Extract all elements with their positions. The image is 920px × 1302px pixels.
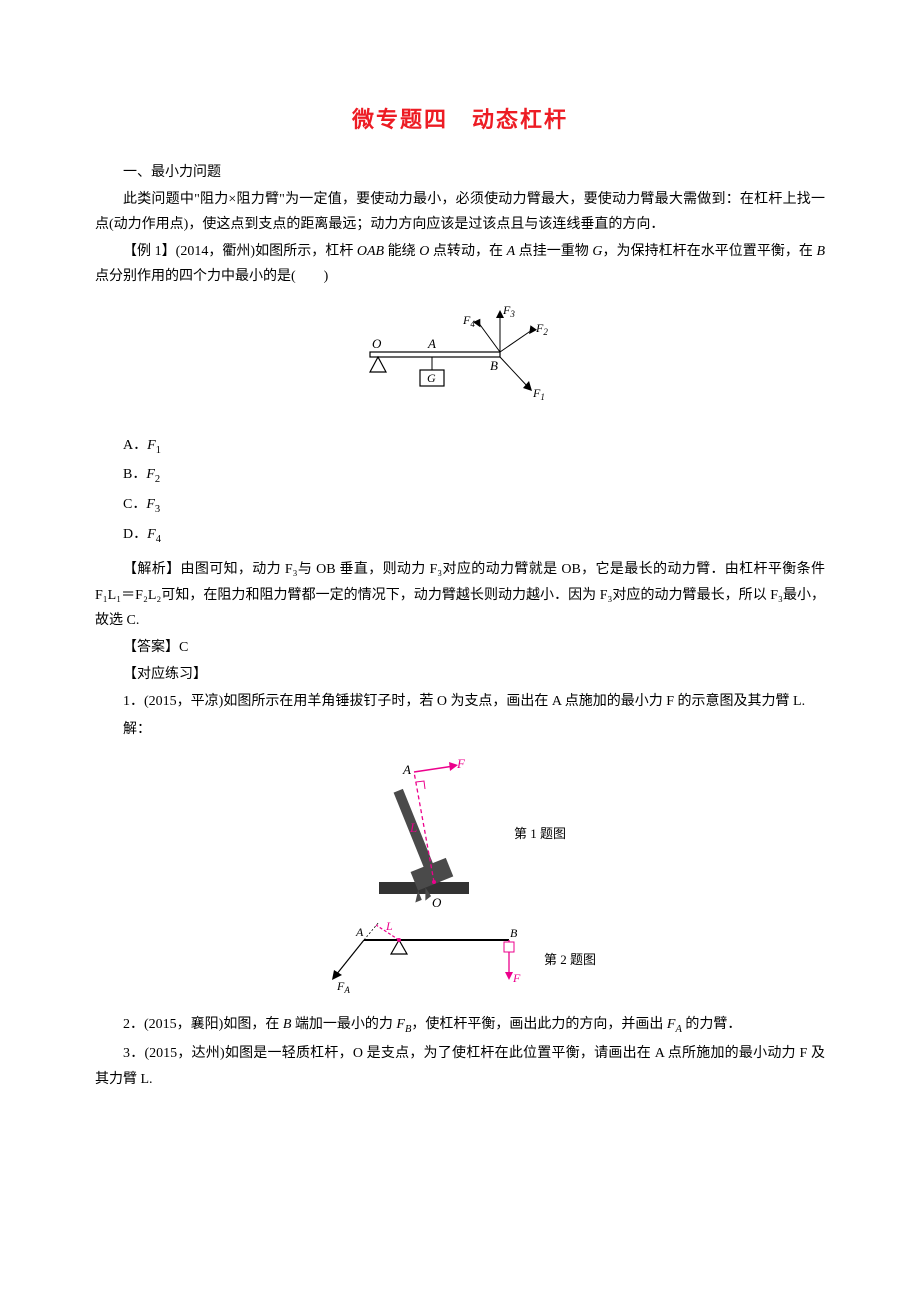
hammer-force-line [414, 766, 454, 772]
hammer-label-F: F [456, 756, 466, 771]
pivot-o-dot [432, 880, 436, 884]
lever-bar [370, 352, 500, 357]
option-c: C．F3 [95, 492, 825, 520]
lever2-label-L: L [385, 920, 393, 933]
lever2-svg: A B FA L F [324, 920, 544, 1000]
practice-q2: 2．(2015，襄阳)如图，在 B 端加一最小的力 FB，使杠杆平衡，画出此力的… [95, 1012, 825, 1040]
right-angle-icon [416, 781, 425, 789]
q2-t2: 端加一最小的力 [291, 1017, 396, 1032]
lever2-f-arrow [505, 972, 513, 980]
example1-answer: 【答案】C [95, 635, 825, 660]
q1-text: 如图所示在用羊角锤拔钉子时，若 O 为支点，画出在 A 点施加的最小力 F 的示… [223, 694, 805, 709]
label-F1: F1 [532, 386, 545, 402]
hammer-label-L: L [409, 820, 417, 835]
diagram-hammer-container: A F L O 第 1 题图 A B FA [95, 754, 825, 1000]
q2-num: 2． [123, 1017, 144, 1032]
answer-text: C [179, 640, 188, 655]
label-F4: F4 [462, 313, 475, 329]
fulcrum-icon [370, 357, 386, 372]
lever2-label-F: F [512, 971, 521, 985]
q2-t3: ，使杠杆平衡，画出此力的方向，并画出 [411, 1017, 667, 1032]
hammer-label-A: A [402, 762, 411, 777]
label-F3: F3 [502, 303, 515, 319]
example1-t1: 如图所示，杠杆 [255, 244, 357, 259]
lever2-label-B: B [510, 926, 518, 940]
q1-source: (2015，平凉) [144, 694, 223, 709]
lever2-pivot-dot [397, 938, 401, 942]
option-d: D．F4 [95, 522, 825, 550]
hammer-svg: A F L O [354, 754, 514, 914]
practice-q1: 1．(2015，平凉)如图所示在用羊角锤拔钉子时，若 O 为支点，画出在 A 点… [95, 689, 825, 714]
label-G: G [427, 371, 436, 385]
lever2-caption: 第 2 题图 [544, 948, 596, 971]
force-f1-line [500, 357, 528, 387]
lever2-fulcrum-icon [391, 940, 407, 954]
lever2-fa-ext [364, 922, 379, 940]
lever2-label-A: A [355, 925, 364, 939]
label-A: A [427, 336, 436, 351]
page-title: 微专题四 动态杠杆 [95, 100, 825, 140]
force-f4-line [478, 322, 500, 352]
force-f2-line [500, 330, 532, 352]
example1-t5: ，为保持杠杆在水平位置平衡，在 [602, 244, 816, 259]
analysis-text: 由图可知，动力 F₃与 OB 垂直，则动力 F₃对应的动力臂就是 OB，它是最长… [95, 562, 825, 627]
q1-num: 1． [123, 694, 144, 709]
q2-t4: 的力臂． [682, 1017, 742, 1032]
q2-force: F [396, 1017, 405, 1032]
lever1-svg: O A G B F3 F4 F2 F1 [350, 302, 570, 412]
lever2-weight [504, 942, 514, 952]
example1-pointb: B [817, 244, 826, 259]
hammer-caption: 第 1 题图 [514, 822, 566, 845]
label-O: O [372, 336, 382, 351]
analysis-label: 【解析】 [123, 562, 180, 577]
label-F2: F2 [535, 321, 548, 337]
example1-label: 【例 1】 [123, 244, 176, 259]
diagram-lever1: O A G B F3 F4 F2 F1 [95, 302, 825, 421]
option-a: A．F1 [95, 433, 825, 461]
example1-t6: 点分别作用的四个力中最小的是( ) [95, 269, 328, 284]
example1-weight: G [592, 244, 602, 259]
q1-answer-label: 解： [95, 717, 825, 742]
option-b: B．F2 [95, 462, 825, 490]
section-heading-1: 一、最小力问题 [95, 160, 825, 185]
practice-q3: 3．(2015，达州)如图是一轻质杠杆，O 是支点，为了使杠杆在此位置平衡，请画… [95, 1041, 825, 1091]
hammer-label-O: O [432, 895, 442, 910]
label-B: B [490, 358, 498, 373]
lever2-fa-line [336, 940, 364, 975]
example1-t3: 点转动，在 [429, 244, 506, 259]
example1-question: 【例 1】(2014，衢州)如图所示，杠杆 OAB 能绕 O 点转动，在 A 点… [95, 239, 825, 289]
practice-heading: 【对应练习】 [95, 662, 825, 687]
q2-source: (2015，襄阳) [144, 1017, 223, 1032]
q3-source: (2015，达州) [144, 1046, 224, 1061]
lever2-label-FA: FA [336, 979, 350, 995]
q2-t1: 如图，在 [223, 1017, 283, 1032]
example1-source: (2014，衢州) [176, 244, 255, 259]
example1-lever: OAB [357, 244, 384, 259]
example1-options: A．F1 B．F2 C．F3 D．F4 [95, 433, 825, 550]
example1-analysis: 【解析】由图可知，动力 F₃与 OB 垂直，则动力 F₃对应的动力臂就是 OB，… [95, 557, 825, 633]
q3-num: 3． [123, 1046, 144, 1061]
answer-label: 【答案】 [123, 640, 179, 655]
example1-t2: 能绕 [384, 244, 419, 259]
section1-intro: 此类问题中"阻力×阻力臂"为一定值，要使动力最小，必须使动力臂最大，要使动力臂最… [95, 187, 825, 237]
example1-pivot: O [419, 244, 429, 259]
example1-pointa: A [507, 244, 516, 259]
example1-t4: 点挂一重物 [515, 244, 592, 259]
